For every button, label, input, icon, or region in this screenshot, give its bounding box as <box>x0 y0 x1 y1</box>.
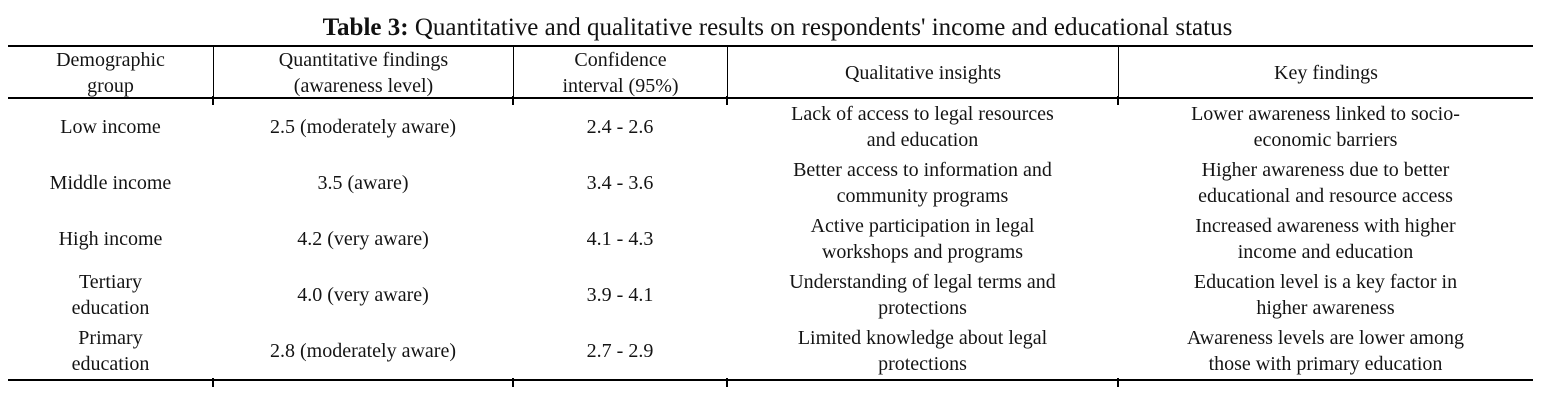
results-table: Demographic group Quantitative findings … <box>8 45 1533 387</box>
cell-quantitative-findings: 3.5 (aware) <box>317 172 409 194</box>
table-caption-text: Quantitative and qualitative results on … <box>408 14 1233 41</box>
cell-quantitative-findings: 2.5 (moderately aware) <box>269 116 456 138</box>
cell-qualitative-insights: Better access to information and communi… <box>793 159 1052 207</box>
cell-quantitative-findings: 4.0 (very aware) <box>297 284 429 306</box>
column-boundary-tick <box>1117 96 1119 105</box>
column-header-quantitative-findings: Quantitative findings (awareness level) <box>213 47 513 99</box>
column-boundary-tick <box>512 378 514 387</box>
cell-key-findings: Increased awareness with higher income a… <box>1195 215 1456 263</box>
cell-key-findings: Education level is a key factor in highe… <box>1193 271 1458 319</box>
cell-confidence-interval: 3.9 - 4.1 <box>586 284 654 306</box>
column-header-demographic-group: Demographic group <box>56 49 165 97</box>
cell-quantitative-findings: 4.2 (very aware) <box>297 228 429 250</box>
table-body: Low income 2.5 (moderately aware) 2.4 - … <box>8 99 1533 379</box>
column-header-key-findings: Key findings <box>1118 47 1533 99</box>
table-caption-label: Table 3: <box>322 14 409 41</box>
cell-confidence-interval: 2.4 - 2.6 <box>586 116 654 138</box>
table-row-middle-income: Middle income 3.5 (aware) 3.4 - 3.6 Bett… <box>8 155 1533 211</box>
cell-key-findings: Lower awareness linked to socio- economi… <box>1191 103 1460 151</box>
cell-demographic-group: Tertiary education <box>71 271 150 319</box>
table-row-primary-education: Primary education 2.8 (moderately aware)… <box>8 323 1533 379</box>
cell-demographic-group: Low income <box>60 116 161 138</box>
column-boundary-tick <box>726 96 728 105</box>
cell-key-findings: Higher awareness due to better education… <box>1198 159 1453 207</box>
column-header-confidence-interval: Confidence interval (95%) <box>513 47 727 99</box>
cell-confidence-interval: 2.7 - 2.9 <box>586 340 654 362</box>
table-caption: Table 3: Quantitative and qualitative re… <box>0 12 1555 43</box>
cell-demographic-group: Middle income <box>49 172 172 194</box>
cell-confidence-interval: 3.4 - 3.6 <box>586 172 654 194</box>
column-header-qualitative-insights: Qualitative insights <box>727 47 1118 99</box>
column-boundary-tick <box>212 96 214 105</box>
cell-qualitative-insights: Active participation in legal workshops … <box>810 215 1035 263</box>
table-header-row: Demographic group Quantitative findings … <box>8 47 1533 99</box>
cell-quantitative-findings: 2.8 (moderately aware) <box>269 340 456 362</box>
column-boundary-tick <box>212 378 214 387</box>
cell-key-findings: Awareness levels are lower among those w… <box>1187 327 1464 375</box>
table-row-tertiary-education: Tertiary education 4.0 (very aware) 3.9 … <box>8 267 1533 323</box>
cell-qualitative-insights: Limited knowledge about legal protection… <box>797 327 1048 375</box>
cell-qualitative-insights: Understanding of legal terms and protect… <box>789 271 1056 319</box>
column-boundary-tick <box>1117 378 1119 387</box>
column-boundary-tick <box>512 96 514 105</box>
cell-demographic-group: High income <box>58 228 163 250</box>
cell-confidence-interval: 4.1 - 4.3 <box>586 228 654 250</box>
column-boundary-tick <box>726 378 728 387</box>
cell-demographic-group: Primary education <box>71 327 150 375</box>
table-row-low-income: Low income 2.5 (moderately aware) 2.4 - … <box>8 99 1533 155</box>
cell-qualitative-insights: Lack of access to legal resources and ed… <box>791 103 1054 151</box>
table-row-high-income: High income 4.2 (very aware) 4.1 - 4.3 A… <box>8 211 1533 267</box>
